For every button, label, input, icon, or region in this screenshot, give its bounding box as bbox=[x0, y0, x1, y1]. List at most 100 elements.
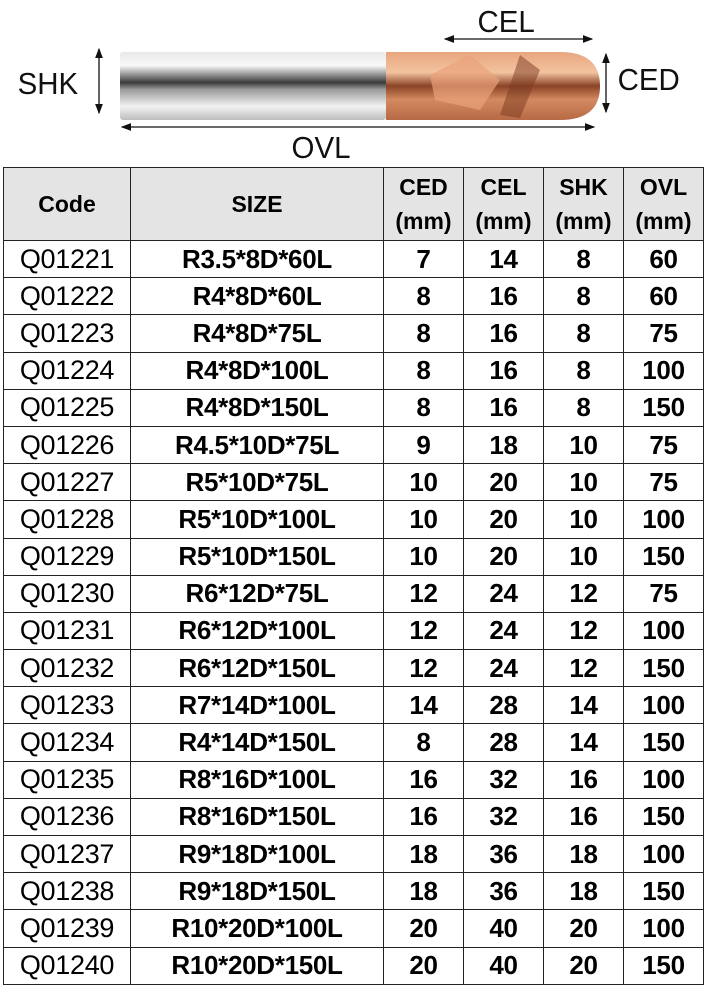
cell-size: R6*12D*75L bbox=[130, 574, 384, 613]
cell-ced: 8 bbox=[383, 277, 464, 316]
table-row: Q01238 R9*18D*150L 18 36 18 150 bbox=[3, 872, 704, 911]
cell-cel: 14 bbox=[463, 239, 544, 279]
cell-ced: 8 bbox=[383, 723, 464, 762]
cell-ovl: 150 bbox=[623, 946, 704, 985]
cell-cel: 16 bbox=[463, 314, 544, 353]
shk-label: SHK bbox=[17, 66, 79, 101]
cell-ovl: 150 bbox=[623, 649, 704, 688]
cell-ced: 14 bbox=[383, 686, 464, 725]
cell-size: R4*8D*100L bbox=[130, 351, 384, 390]
cell-ced: 10 bbox=[383, 463, 464, 502]
cell-code: Q01231 bbox=[3, 611, 131, 651]
ovl-label: OVL bbox=[291, 130, 351, 165]
header-label: SIZE bbox=[231, 191, 283, 217]
cell-ced: 12 bbox=[383, 649, 464, 688]
cell-size: R8*16D*100L bbox=[130, 760, 384, 799]
cell-ovl: 150 bbox=[623, 723, 704, 762]
cell-code: Q01239 bbox=[3, 909, 131, 948]
cell-shk: 10 bbox=[543, 425, 624, 465]
ced-label: CED bbox=[617, 62, 680, 97]
cell-cel: 20 bbox=[463, 500, 544, 539]
cell-shk: 12 bbox=[543, 574, 624, 613]
cell-cel: 20 bbox=[463, 537, 544, 576]
cell-shk: 14 bbox=[543, 686, 624, 725]
cell-ced: 18 bbox=[383, 872, 464, 911]
table-row: Q01235 R8*16D*100L 16 32 16 100 bbox=[3, 760, 704, 799]
cell-shk: 10 bbox=[543, 500, 624, 539]
cell-code: Q01235 bbox=[3, 760, 131, 799]
cell-code: Q01233 bbox=[3, 686, 131, 725]
table-row: Q01239 R10*20D*100L 20 40 20 100 bbox=[3, 909, 704, 948]
cell-code: Q01225 bbox=[3, 388, 131, 427]
cell-ced: 16 bbox=[383, 760, 464, 799]
cell-ovl: 60 bbox=[623, 277, 704, 316]
table-row: Q01233 R7*14D*100L 14 28 14 100 bbox=[3, 686, 704, 725]
cell-size: R5*10D*150L bbox=[130, 537, 384, 576]
cell-ovl: 75 bbox=[623, 574, 704, 613]
cell-ced: 12 bbox=[383, 574, 464, 613]
cell-ced: 18 bbox=[383, 834, 464, 874]
cell-cel: 24 bbox=[463, 611, 544, 651]
cell-cel: 40 bbox=[463, 946, 544, 985]
cell-cel: 36 bbox=[463, 834, 544, 874]
header-row: Code SIZE CED (mm) CEL (mm) SHK (mm) OVL (mm) bbox=[3, 167, 704, 241]
header-label: OVL bbox=[639, 174, 688, 200]
cell-shk: 8 bbox=[543, 239, 624, 279]
header-label: CED bbox=[399, 174, 448, 200]
table-row: Q01231 R6*12D*100L 12 24 12 100 bbox=[3, 611, 704, 651]
cell-ovl: 100 bbox=[623, 351, 704, 390]
cell-size: R7*14D*100L bbox=[130, 686, 384, 725]
cell-ovl: 150 bbox=[623, 537, 704, 576]
header-label: CEL bbox=[480, 174, 527, 200]
cell-cel: 20 bbox=[463, 463, 544, 502]
table-row: Q01228 R5*10D*100L 10 20 10 100 bbox=[3, 500, 704, 539]
cell-ced: 12 bbox=[383, 611, 464, 651]
cell-size: R4.5*10D*75L bbox=[130, 425, 384, 465]
header-code: Code bbox=[3, 167, 131, 241]
cell-ovl: 150 bbox=[623, 797, 704, 837]
shank bbox=[120, 52, 386, 120]
cell-ovl: 75 bbox=[623, 425, 704, 465]
table-row: Q01234 R4*14D*150L 8 28 14 150 bbox=[3, 723, 704, 762]
cell-ced: 8 bbox=[383, 314, 464, 353]
table-row: Q01240 R10*20D*150L 20 40 20 150 bbox=[3, 946, 704, 985]
cell-ced: 10 bbox=[383, 500, 464, 539]
cell-ovl: 75 bbox=[623, 314, 704, 353]
cell-ovl: 60 bbox=[623, 239, 704, 279]
cell-code: Q01237 bbox=[3, 834, 131, 874]
table-row: Q01237 R9*18D*100L 18 36 18 100 bbox=[3, 834, 704, 874]
cell-shk: 12 bbox=[543, 649, 624, 688]
table-row: Q01225 R4*8D*150L 8 16 8 150 bbox=[3, 388, 704, 427]
cell-shk: 16 bbox=[543, 797, 624, 837]
cell-size: R4*14D*150L bbox=[130, 723, 384, 762]
cell-size: R4*8D*75L bbox=[130, 314, 384, 353]
header-ovl: OVL (mm) bbox=[623, 167, 704, 241]
header-unit: (mm) bbox=[555, 208, 612, 234]
cell-code: Q01228 bbox=[3, 500, 131, 539]
cell-ovl: 75 bbox=[623, 463, 704, 502]
header-label: SHK bbox=[559, 174, 608, 200]
cell-shk: 20 bbox=[543, 946, 624, 985]
cell-ced: 7 bbox=[383, 239, 464, 279]
cell-cel: 36 bbox=[463, 872, 544, 911]
cell-size: R4*8D*60L bbox=[130, 277, 384, 316]
header-cel: CEL (mm) bbox=[463, 167, 544, 241]
header-ced: CED (mm) bbox=[383, 167, 464, 241]
cell-cel: 24 bbox=[463, 574, 544, 613]
header-unit: (mm) bbox=[395, 208, 452, 234]
cell-cel: 16 bbox=[463, 277, 544, 316]
table-row: Q01223 R4*8D*75L 8 16 8 75 bbox=[3, 314, 704, 353]
cell-shk: 8 bbox=[543, 388, 624, 427]
cell-code: Q01224 bbox=[3, 351, 131, 390]
cell-ced: 9 bbox=[383, 425, 464, 465]
cell-ovl: 100 bbox=[623, 611, 704, 651]
header-label: Code bbox=[38, 191, 96, 217]
cell-ovl: 150 bbox=[623, 388, 704, 427]
cell-shk: 14 bbox=[543, 723, 624, 762]
cell-size: R10*20D*100L bbox=[130, 909, 384, 948]
cell-size: R5*10D*100L bbox=[130, 500, 384, 539]
cell-ovl: 100 bbox=[623, 760, 704, 799]
cell-cel: 16 bbox=[463, 351, 544, 390]
cell-size: R8*16D*150L bbox=[130, 797, 384, 837]
cell-size: R4*8D*150L bbox=[130, 388, 384, 427]
